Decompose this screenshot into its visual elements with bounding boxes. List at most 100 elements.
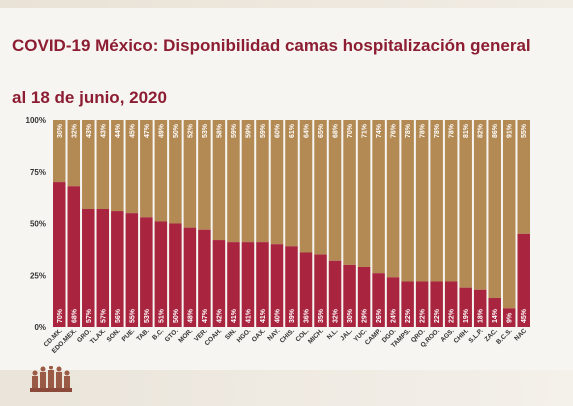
bar-available bbox=[328, 120, 342, 261]
bar-occupied bbox=[459, 287, 472, 327]
chart-subtitle: al 18 de junio, 2020 bbox=[12, 88, 167, 107]
data-label-occupied: 18% bbox=[478, 308, 485, 323]
data-label-occupied: 68% bbox=[71, 308, 78, 323]
data-label-available: 81% bbox=[463, 123, 470, 138]
data-label-available: 86% bbox=[492, 123, 499, 138]
bar-occupied bbox=[183, 227, 197, 327]
data-label-available: 78% bbox=[420, 123, 427, 138]
data-label-available: 58% bbox=[216, 123, 223, 138]
bar-occupied bbox=[285, 246, 298, 327]
bar-occupied bbox=[67, 186, 81, 327]
bar-available bbox=[212, 120, 226, 241]
bar-available bbox=[256, 120, 269, 243]
bar-available bbox=[502, 120, 516, 309]
bar-available bbox=[82, 120, 95, 210]
data-label-available: 60% bbox=[274, 123, 281, 138]
data-label-available: 64% bbox=[304, 123, 311, 138]
data-label-occupied: 42% bbox=[216, 308, 223, 323]
data-label-available: 32% bbox=[71, 123, 78, 138]
bar-occupied bbox=[372, 273, 385, 327]
top-decorative-stripe bbox=[0, 0, 573, 8]
data-label-available: 45% bbox=[129, 123, 136, 138]
data-label-occupied: 32% bbox=[333, 308, 340, 323]
chart-title: COVID-19 México: Disponibilidad camas ho… bbox=[12, 36, 531, 55]
bar-available bbox=[444, 120, 458, 282]
data-label-occupied: 57% bbox=[86, 308, 93, 323]
x-category-label: TLAX. bbox=[89, 327, 107, 345]
data-label-occupied: 70% bbox=[57, 308, 64, 323]
data-label-available: 76% bbox=[391, 123, 398, 138]
data-label-occupied: 35% bbox=[318, 308, 325, 323]
y-tick-label: 25% bbox=[30, 271, 46, 280]
x-category-label: CHIH. bbox=[453, 327, 471, 345]
data-label-occupied: 47% bbox=[202, 308, 209, 323]
bar-available bbox=[488, 120, 501, 299]
data-label-occupied: 50% bbox=[173, 308, 180, 323]
bar-available bbox=[154, 120, 168, 222]
bar-available bbox=[285, 120, 298, 247]
footer-band bbox=[0, 370, 573, 406]
x-category-label: GTO. bbox=[164, 327, 180, 343]
bar-occupied bbox=[430, 281, 443, 327]
data-label-available: 59% bbox=[260, 123, 267, 138]
bar-occupied bbox=[386, 277, 400, 327]
data-label-available: 43% bbox=[86, 123, 93, 138]
y-tick-label: 50% bbox=[30, 220, 46, 229]
data-label-occupied: 9% bbox=[507, 312, 514, 323]
bar-occupied bbox=[314, 254, 327, 327]
x-category-label: OAX. bbox=[251, 327, 267, 343]
data-label-occupied: 40% bbox=[274, 308, 281, 323]
x-category-label: JAL. bbox=[339, 327, 354, 342]
bar-occupied bbox=[53, 182, 66, 327]
bar-available bbox=[401, 120, 414, 282]
government-logo-icon bbox=[30, 366, 72, 392]
data-label-occupied: 53% bbox=[144, 308, 151, 323]
bar-available bbox=[415, 120, 429, 282]
data-label-occupied: 56% bbox=[115, 308, 122, 323]
y-tick-label: 75% bbox=[30, 168, 46, 177]
data-label-available: 82% bbox=[478, 123, 485, 138]
bar-available bbox=[357, 120, 371, 267]
bar-occupied bbox=[125, 213, 139, 327]
bar-occupied bbox=[328, 260, 342, 327]
data-label-available: 59% bbox=[231, 123, 238, 138]
x-category-label: S.L.P. bbox=[467, 327, 484, 344]
x-category-label: CAMP. bbox=[364, 327, 383, 346]
data-label-available: 49% bbox=[158, 123, 165, 138]
bar-occupied bbox=[212, 240, 226, 327]
data-label-occupied: 48% bbox=[187, 308, 194, 323]
bar-available bbox=[459, 120, 472, 288]
data-label-occupied: 51% bbox=[158, 308, 165, 323]
x-category-label: NAC bbox=[513, 327, 528, 342]
data-label-available: 43% bbox=[100, 123, 107, 138]
bar-occupied bbox=[299, 252, 313, 327]
x-category-label: MOR. bbox=[177, 327, 194, 344]
data-label-occupied: 45% bbox=[521, 308, 528, 323]
bar-available bbox=[140, 120, 153, 218]
x-category-label: PUE. bbox=[121, 327, 137, 343]
data-label-occupied: 41% bbox=[260, 308, 267, 323]
data-label-available: 50% bbox=[173, 123, 180, 138]
bar-occupied bbox=[111, 211, 124, 327]
bar-occupied bbox=[96, 209, 110, 327]
x-category-label: HGO. bbox=[236, 327, 253, 344]
bar-available bbox=[517, 120, 530, 234]
data-label-occupied: 36% bbox=[304, 308, 311, 323]
bar-available bbox=[125, 120, 139, 214]
x-category-label: SON. bbox=[106, 327, 122, 343]
data-label-occupied: 30% bbox=[347, 308, 354, 323]
bar-occupied bbox=[256, 242, 269, 327]
data-label-available: 61% bbox=[289, 123, 296, 138]
data-label-available: 78% bbox=[434, 123, 441, 138]
bar-available bbox=[314, 120, 327, 255]
x-category-label: N.L. bbox=[326, 327, 340, 341]
data-label-occupied: 24% bbox=[391, 308, 398, 323]
data-label-available: 70% bbox=[347, 123, 354, 138]
bar-available bbox=[53, 120, 66, 183]
bar-occupied bbox=[169, 223, 182, 327]
data-label-available: 30% bbox=[57, 123, 64, 138]
data-label-available: 78% bbox=[405, 123, 412, 138]
bar-available bbox=[198, 120, 211, 230]
bar-occupied bbox=[227, 242, 240, 327]
data-label-occupied: 22% bbox=[405, 308, 412, 323]
